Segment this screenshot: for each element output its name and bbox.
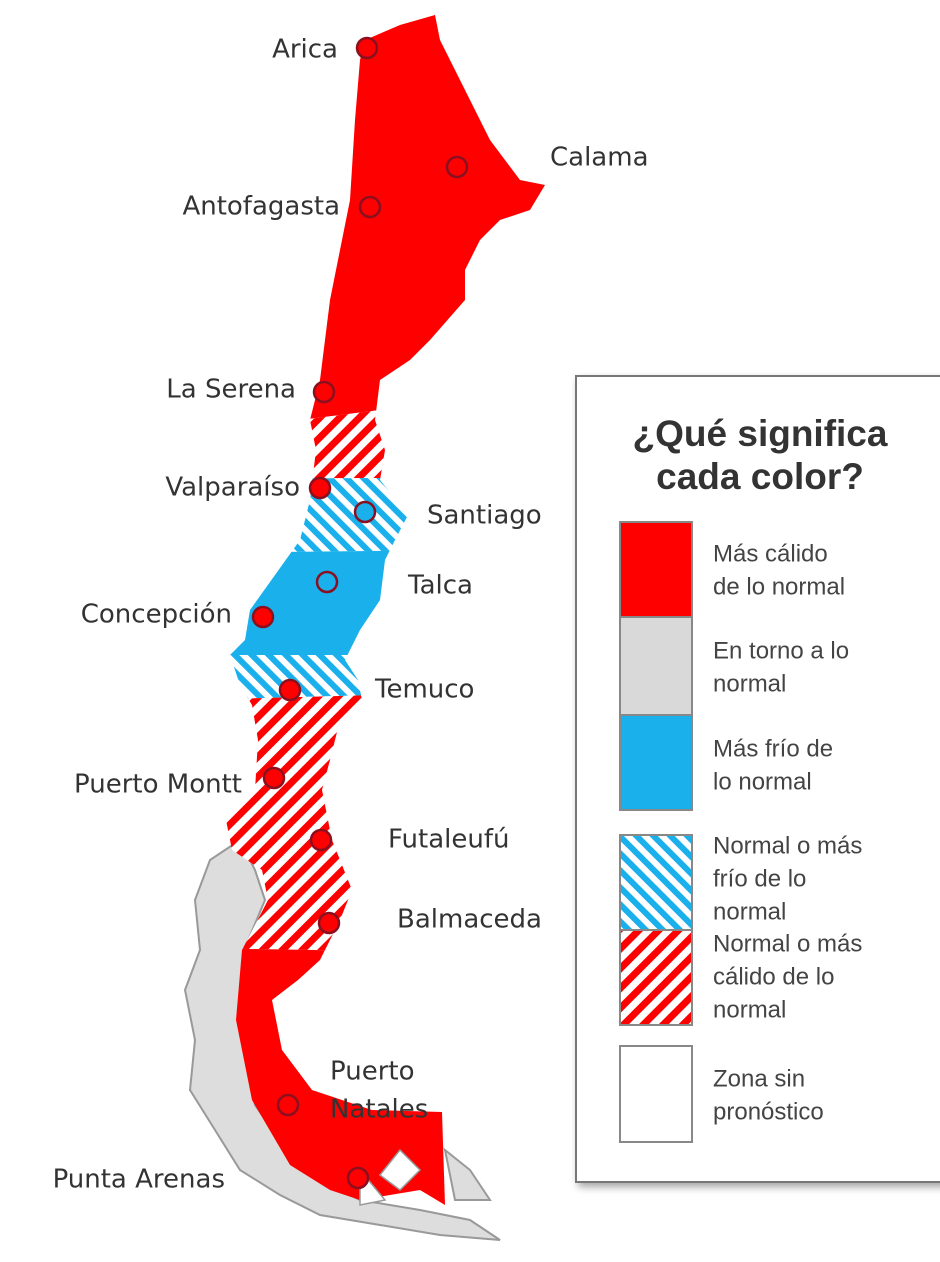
legend-label: Normal o más [713,832,862,859]
legend-label: frío de lo [713,865,806,892]
city-label: Puerto [330,1057,415,1087]
legend-label: pronóstico [713,1098,824,1125]
city-marker [346,1166,370,1190]
legend-swatch [619,834,693,931]
city-marker [278,678,302,702]
legend-swatch [619,929,693,1026]
legend-label: lo normal [713,768,812,795]
legend-label: Zona sin [713,1065,805,1092]
legend-swatch [619,1045,693,1143]
city-label: Balmaceda [397,905,542,935]
city-marker [276,1093,300,1117]
legend-label: normal [713,670,786,697]
legend-label: de lo normal [713,573,845,600]
city-label: Valparaíso [165,473,300,503]
legend-swatch [619,616,693,716]
legend-label: En torno a lo [713,637,849,664]
legend-label: Más cálido [713,540,828,567]
city-marker [315,570,339,594]
city-label: Natales [330,1095,428,1125]
city-label: Arica [272,35,338,65]
city-marker [251,605,275,629]
city-marker [309,828,333,852]
city-label: Punta Arenas [53,1165,225,1195]
city-marker [312,380,336,404]
city-label: Santiago [427,501,542,531]
city-marker [317,911,341,935]
legend-label: Más frío de [713,735,833,762]
city-marker [355,36,379,60]
city-marker [358,195,382,219]
legend-title: cada color? [656,456,864,497]
city-label: La Serena [166,375,296,405]
city-marker [308,476,332,500]
legend-swatch [619,521,693,618]
city-label: Puerto Montt [74,770,242,800]
city-marker [353,500,377,524]
legend-title: ¿Qué significa [633,413,888,454]
city-layer: Arica Calama Antofagasta La Serena Valparaís… [53,35,649,1195]
legend-label: Normal o más [713,930,862,957]
city-marker [445,155,469,179]
city-label: Antofagasta [182,192,340,222]
legend-label: normal [713,996,786,1023]
legend-label: normal [713,898,786,925]
city-label: Calama [550,143,649,173]
city-label: Futaleufú [388,825,509,855]
city-label: Temuco [374,675,474,705]
legend-swatch [619,714,693,811]
city-label: Concepción [81,600,232,630]
legend-label: cálido de lo [713,963,834,990]
city-marker [262,766,286,790]
city-label: Talca [407,571,473,601]
